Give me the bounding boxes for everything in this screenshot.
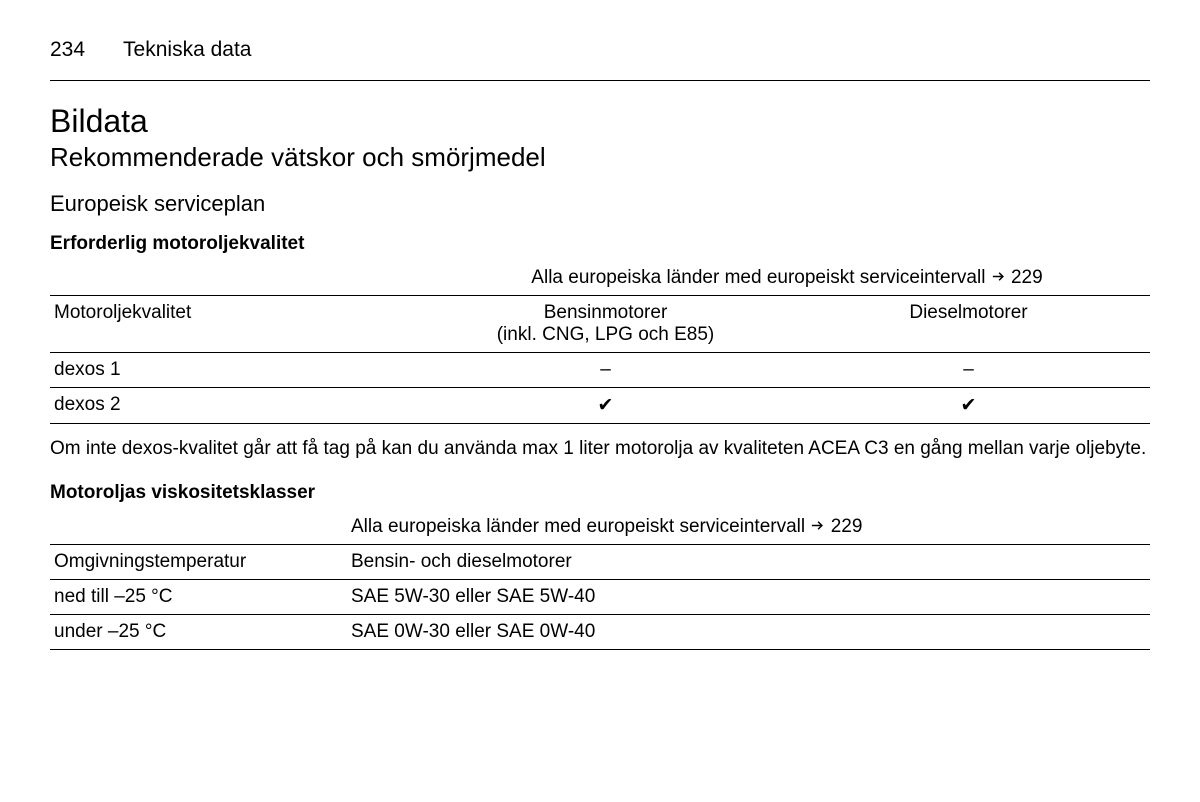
row-temp: ned till –25 °C: [50, 579, 347, 614]
note-text: Om inte dexos-kvalitet går att få tag på…: [50, 436, 1150, 462]
col-header-petrol-line2: (inkl. CNG, LPG och E85): [428, 324, 783, 346]
table-row: under –25 °C SAE 0W-30 eller SAE 0W-40: [50, 614, 1150, 649]
heading-viscosity: Motoroljas viskositetsklasser: [50, 482, 1150, 504]
row-grade: SAE 0W-30 eller SAE 0W-40: [347, 614, 1150, 649]
reference-page: 229: [1011, 267, 1043, 288]
reference-arrow-icon: [810, 516, 825, 537]
table-cell: [50, 261, 424, 296]
heading-bildata: Bildata: [50, 103, 1150, 140]
running-header: 234 Tekniska data: [50, 38, 1150, 80]
table-row: dexos 1 – –: [50, 353, 1150, 388]
row-label: dexos 2: [50, 388, 424, 424]
reference-page: 229: [831, 516, 863, 537]
row-diesel: –: [787, 353, 1150, 388]
col-header-petrol: Bensinmotorer (inkl. CNG, LPG och E85): [424, 296, 787, 353]
col-header-quality: Motoroljekvalitet: [50, 296, 424, 353]
row-temp: under –25 °C: [50, 614, 347, 649]
viscosity-table: Alla europeiska länder med europeiskt se…: [50, 510, 1150, 650]
heading-oil-quality: Erforderlig motoroljekvalitet: [50, 233, 1150, 255]
super-header-text: Alla europeiska länder med europeiskt se…: [351, 516, 805, 537]
super-header: Alla europeiska länder med europeiskt se…: [347, 510, 1150, 545]
heading-serviceplan: Europeisk serviceplan: [50, 191, 1150, 217]
col-header-diesel: Dieselmotorer: [787, 296, 1150, 353]
col-header-temp: Omgivningstemperatur: [50, 544, 347, 579]
table-row: dexos 2 ✔ ✔: [50, 388, 1150, 424]
header-rule: [50, 80, 1150, 81]
row-petrol: ✔: [424, 388, 787, 424]
super-header: Alla europeiska länder med europeiskt se…: [424, 261, 1150, 296]
row-petrol: –: [424, 353, 787, 388]
row-grade: SAE 5W-30 eller SAE 5W-40: [347, 579, 1150, 614]
col-header-petrol-line1: Bensinmotorer: [428, 302, 783, 324]
heading-fluids: Rekommenderade vätskor och smörjmedel: [50, 142, 1150, 173]
section-title: Tekniska data: [123, 38, 251, 62]
page-number: 234: [50, 38, 85, 62]
col-header-engines: Bensin- och dieselmotorer: [347, 544, 1150, 579]
reference-arrow-icon: [991, 267, 1006, 288]
table-cell: [50, 510, 347, 545]
row-diesel: ✔: [787, 388, 1150, 424]
row-label: dexos 1: [50, 353, 424, 388]
manual-page: 234 Tekniska data Bildata Rekommenderade…: [0, 0, 1200, 690]
super-header-text: Alla europeiska länder med europeiskt se…: [531, 267, 985, 288]
table-row: ned till –25 °C SAE 5W-30 eller SAE 5W-4…: [50, 579, 1150, 614]
oil-quality-table: Alla europeiska länder med europeiskt se…: [50, 261, 1150, 424]
